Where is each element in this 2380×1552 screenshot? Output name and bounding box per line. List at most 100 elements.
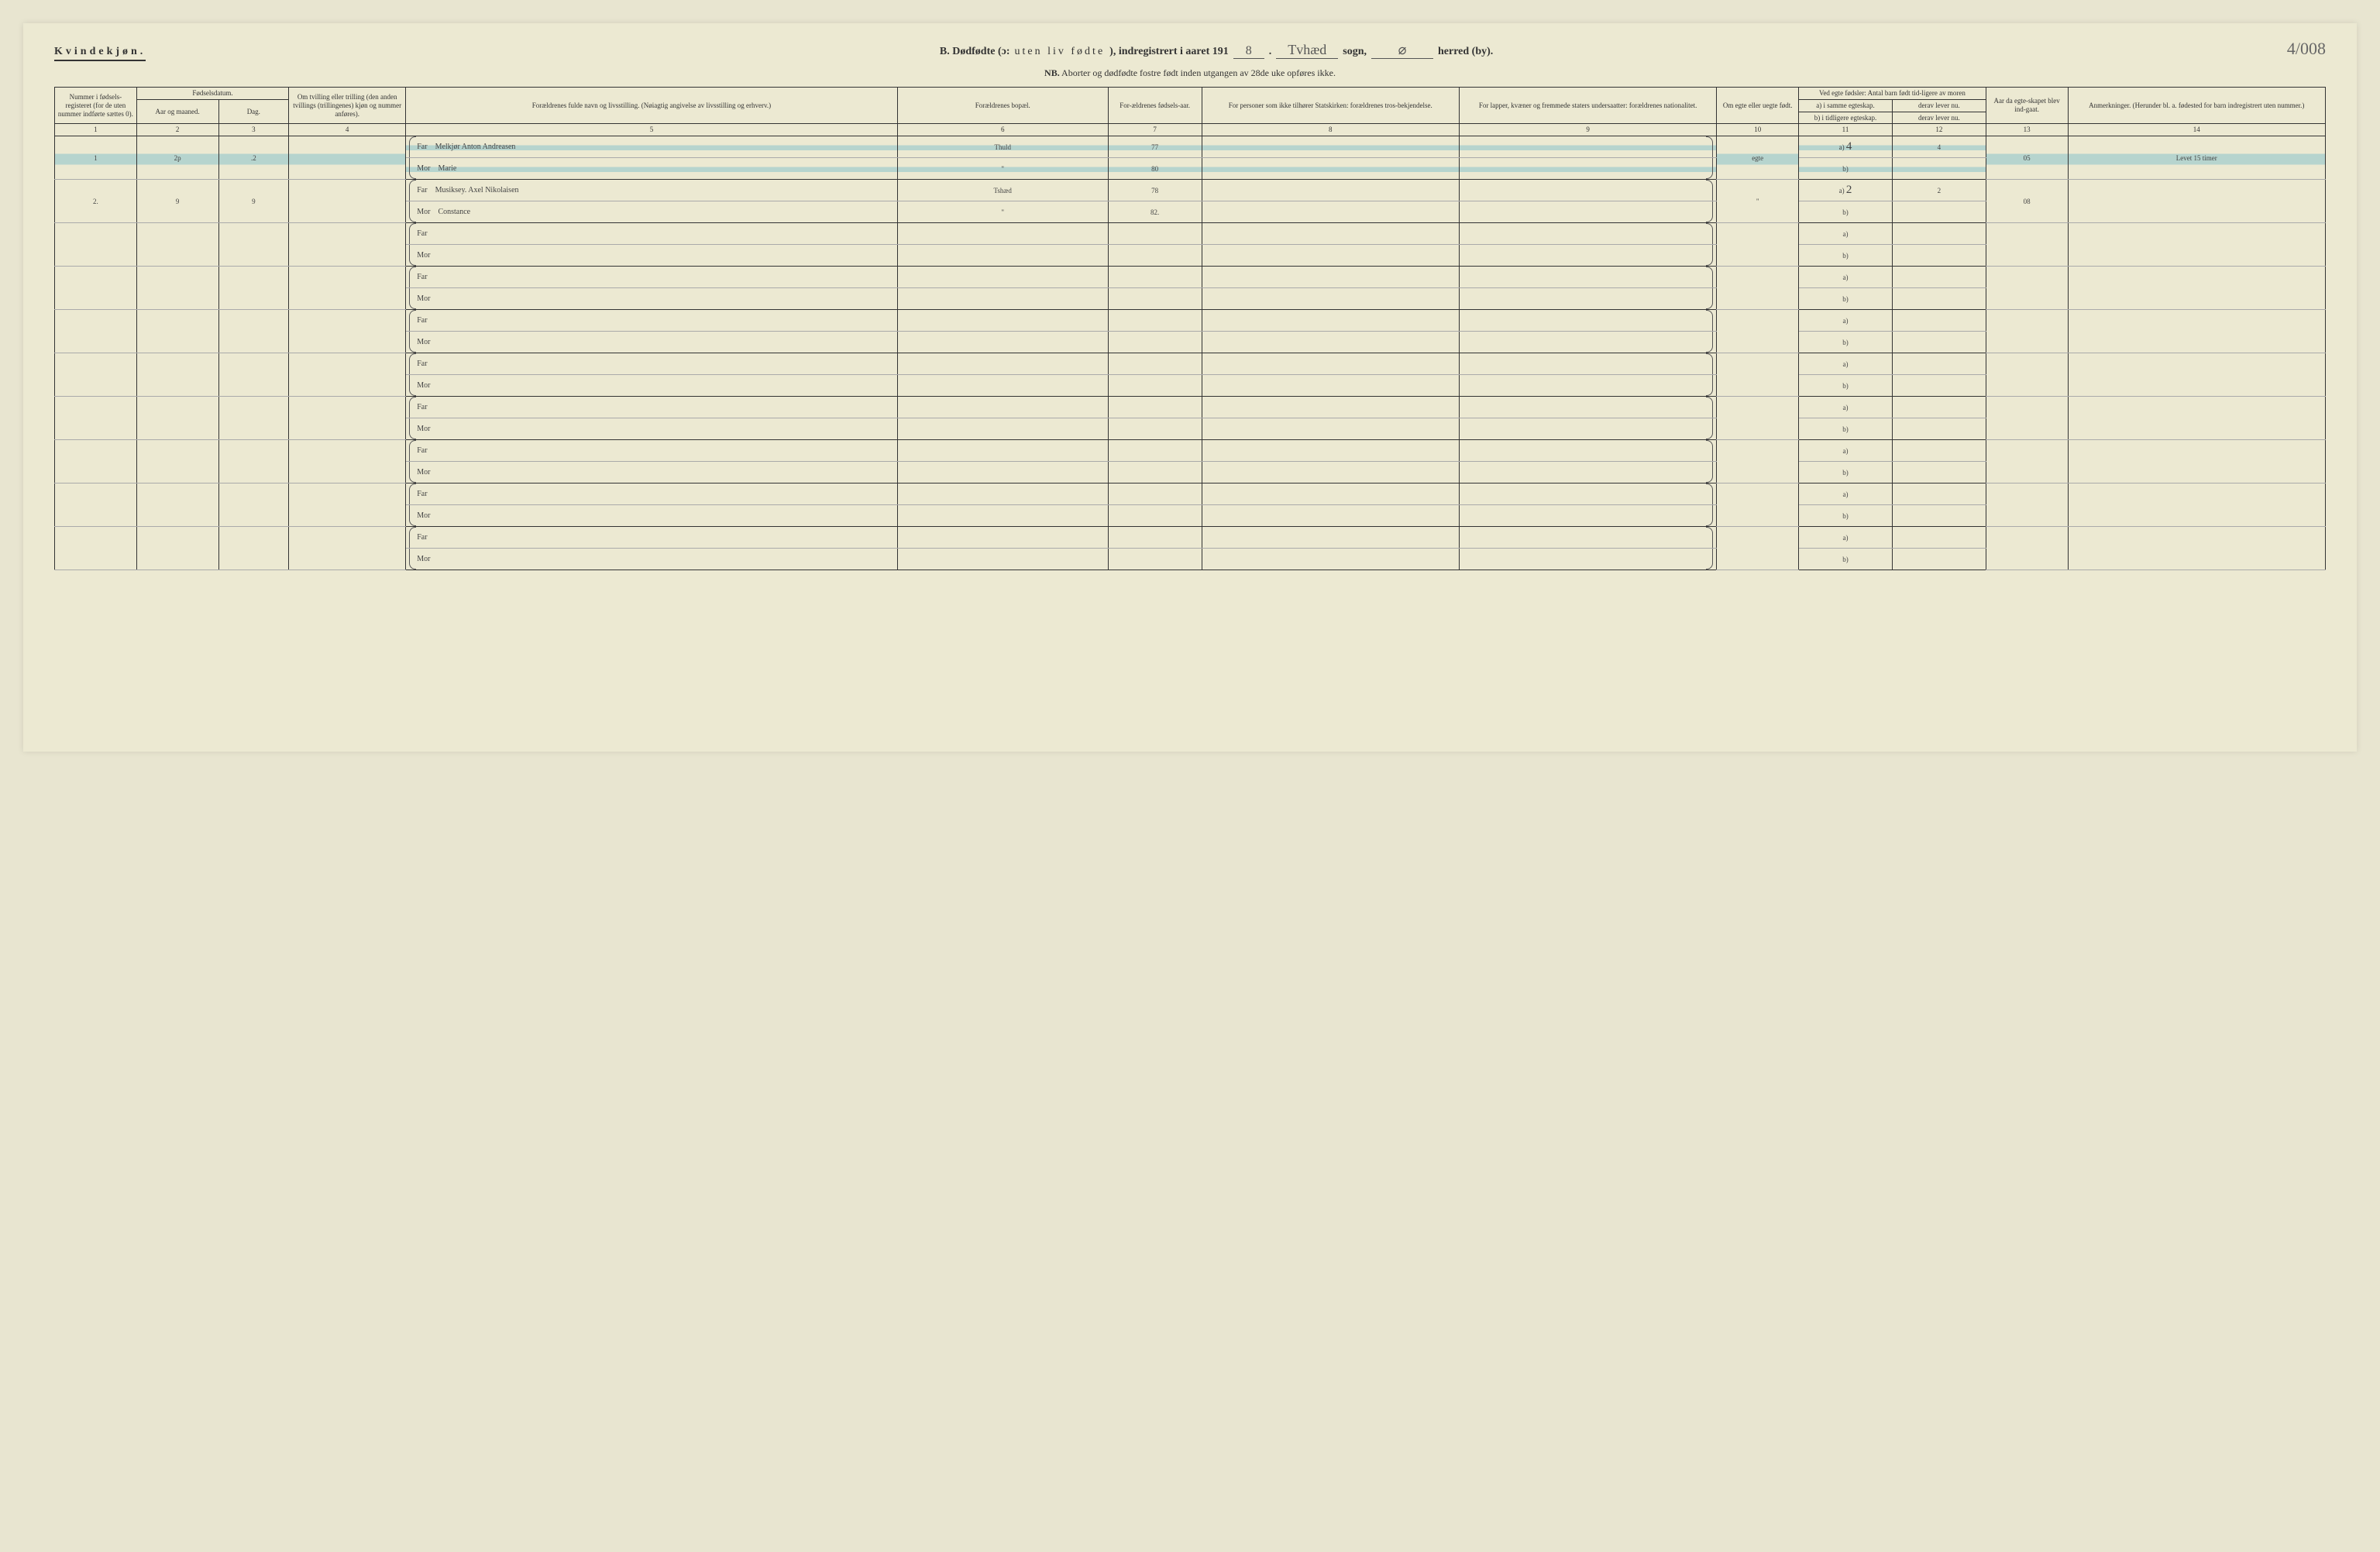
col-header-11a: a) i samme egteskap. <box>1799 99 1893 112</box>
cell-marriage-year <box>1986 397 2068 440</box>
cell-mor-place <box>897 332 1108 353</box>
cell-num <box>55 267 137 310</box>
cell-religion <box>1202 483 1459 505</box>
cell-mor-place <box>897 245 1108 267</box>
cell-a-lever <box>1892 353 1986 375</box>
cell-twin <box>289 527 406 570</box>
cell-a: a) <box>1799 397 1893 418</box>
cell-nationality <box>1459 397 1716 418</box>
cell-far-name: Far <box>406 397 898 418</box>
cell-far-place <box>897 267 1108 288</box>
cell-day <box>218 527 289 570</box>
cell-b-lever <box>1892 549 1986 570</box>
cell-day: 9 <box>218 180 289 223</box>
cell-marriage-year <box>1986 483 2068 527</box>
cell-remarks <box>2068 267 2325 310</box>
register-table: Nummer i fødsels-registeret (for de uten… <box>54 87 2326 570</box>
cell-mor-place: " <box>897 201 1108 223</box>
col-header-12b: derav lever nu. <box>1892 112 1986 124</box>
cell-legit <box>1717 310 1799 353</box>
cell-far-year: 77 <box>1108 136 1202 158</box>
colnum: 3 <box>218 124 289 136</box>
cell-twin <box>289 180 406 223</box>
col-header-3: Dag. <box>218 99 289 124</box>
cell-mor-name: Mor <box>406 245 898 267</box>
sogn-value: Tvhæd <box>1276 42 1338 59</box>
cell-month <box>136 483 218 527</box>
cell-far-place <box>897 310 1108 332</box>
nb-prefix: NB. <box>1044 67 1060 78</box>
cell-legit <box>1717 397 1799 440</box>
cell-mor-place <box>897 375 1108 397</box>
cell-twin <box>289 136 406 180</box>
cell-mor-name: MorMarie <box>406 158 898 180</box>
cell-b-lever <box>1892 332 1986 353</box>
cell-remarks <box>2068 527 2325 570</box>
cell-a-lever <box>1892 440 1986 462</box>
cell-nationality <box>1459 483 1716 505</box>
cell-far-name: Far <box>406 267 898 288</box>
cell-nationality-mor <box>1459 375 1716 397</box>
cell-mor-place <box>897 505 1108 527</box>
cell-nationality-mor <box>1459 201 1716 223</box>
table-row-far: 12p.2FarMelkjør Anton AndreasenThuld77eg… <box>55 136 2326 158</box>
cell-mor-year <box>1108 418 1202 440</box>
cell-remarks <box>2068 180 2325 223</box>
colnum: 13 <box>1986 124 2068 136</box>
cell-a: a) <box>1799 483 1893 505</box>
cell-far-year <box>1108 397 1202 418</box>
cell-far-year <box>1108 483 1202 505</box>
cell-mor-year <box>1108 375 1202 397</box>
cell-religion <box>1202 136 1459 158</box>
cell-far-place <box>897 527 1108 549</box>
title-line: B. Dødfødte (ɔ: uten liv fødte ), indreg… <box>146 42 2287 59</box>
cell-mor-year <box>1108 549 1202 570</box>
col-header-9: For lapper, kvæner og fremmede staters u… <box>1459 88 1716 124</box>
cell-b: b) <box>1799 245 1893 267</box>
colnum: 8 <box>1202 124 1459 136</box>
cell-a: a) <box>1799 223 1893 245</box>
cell-religion-mor <box>1202 549 1459 570</box>
cell-b-lever <box>1892 158 1986 180</box>
cell-religion-mor <box>1202 288 1459 310</box>
cell-far-year: 78 <box>1108 180 1202 201</box>
table-row-far: Fara) <box>55 267 2326 288</box>
cell-b: b) <box>1799 462 1893 483</box>
cell-b: b) <box>1799 288 1893 310</box>
cell-far-name: Far <box>406 223 898 245</box>
cell-a-lever: 2 <box>1892 180 1986 201</box>
cell-twin <box>289 353 406 397</box>
cell-nationality <box>1459 267 1716 288</box>
cell-mor-year: 82. <box>1108 201 1202 223</box>
cell-month <box>136 267 218 310</box>
cell-b-lever <box>1892 201 1986 223</box>
table-row-far: Far a) <box>55 397 2326 418</box>
cell-a-lever <box>1892 310 1986 332</box>
cell-religion <box>1202 267 1459 288</box>
col-header-10: Om egte eller uegte født. <box>1717 88 1799 124</box>
cell-day: .2 <box>218 136 289 180</box>
cell-religion-mor <box>1202 418 1459 440</box>
cell-legit <box>1717 223 1799 267</box>
cell-far-year <box>1108 223 1202 245</box>
colnum: 2 <box>136 124 218 136</box>
column-numbers-row: 1 2 3 4 5 6 7 8 9 10 11 12 13 14 <box>55 124 2326 136</box>
colnum: 4 <box>289 124 406 136</box>
table-row-far: Fara) <box>55 353 2326 375</box>
cell-religion-mor <box>1202 158 1459 180</box>
col-header-4: Om tvilling eller trilling (den anden tv… <box>289 88 406 124</box>
cell-twin <box>289 397 406 440</box>
cell-a-lever <box>1892 483 1986 505</box>
col-header-11b: b) i tidligere egteskap. <box>1799 112 1893 124</box>
cell-b-lever <box>1892 288 1986 310</box>
cell-a-lever <box>1892 223 1986 245</box>
cell-far-place: Thuld <box>897 136 1108 158</box>
cell-religion <box>1202 180 1459 201</box>
cell-legit <box>1717 527 1799 570</box>
cell-twin <box>289 223 406 267</box>
sogn-label: sogn, <box>1343 46 1367 58</box>
cell-legit <box>1717 483 1799 527</box>
table-row-far: 2.99FarMusiksey. Axel NikolaisenTshæd78"… <box>55 180 2326 201</box>
cell-mor-year <box>1108 332 1202 353</box>
title-spaced: uten liv fødte <box>1015 46 1106 58</box>
